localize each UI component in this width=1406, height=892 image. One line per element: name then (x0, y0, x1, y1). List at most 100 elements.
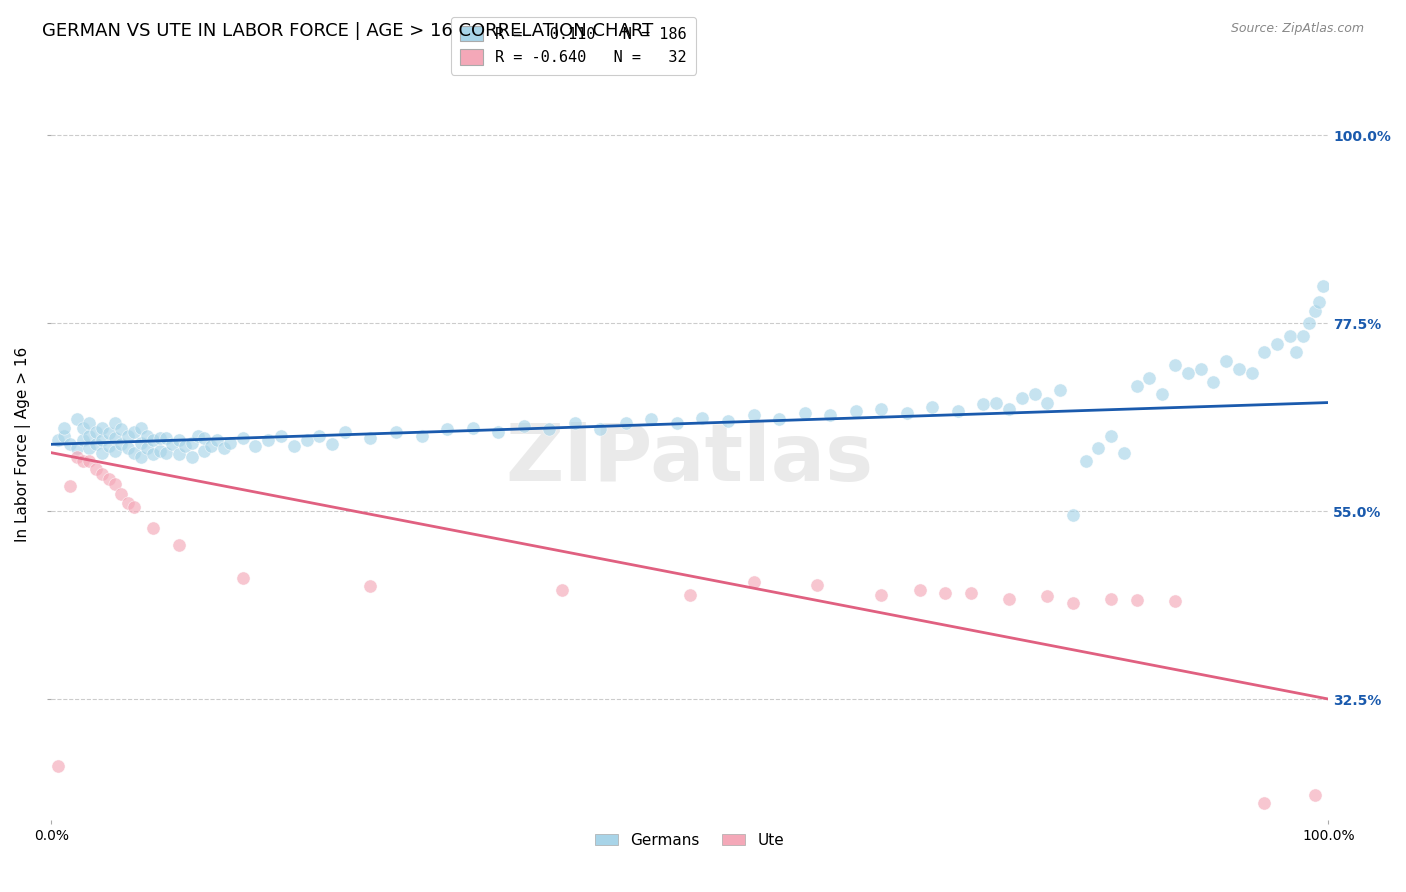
Point (104, 417, 127, 431)
Point (385, 425, 408, 439)
Point (908, 583, 931, 598)
Point (129, 435, 152, 450)
Point (665, 417, 688, 431)
Point (1240, 367, 1263, 381)
Text: ZIPatlas: ZIPatlas (506, 420, 873, 499)
Point (245, 439, 267, 453)
Point (717, 414, 740, 428)
Point (359, 431, 381, 445)
Point (768, 412, 790, 426)
Point (232, 431, 254, 445)
Point (135, 429, 157, 443)
Point (97, 426, 120, 441)
Point (79, 429, 101, 443)
Point (104, 477, 127, 491)
Point (91, 445, 114, 459)
Point (986, 395, 1008, 409)
Point (283, 439, 305, 453)
Point (180, 435, 202, 450)
Point (110, 437, 132, 451)
Point (1062, 596, 1084, 610)
Point (46, 759, 69, 773)
Point (1139, 370, 1161, 384)
Point (97, 472, 120, 486)
Point (1062, 508, 1084, 523)
Point (167, 433, 190, 447)
Point (205, 433, 228, 447)
Point (1011, 392, 1033, 406)
Point (1227, 362, 1250, 376)
Point (110, 422, 132, 436)
Point (692, 410, 714, 425)
Point (946, 404, 969, 418)
Point (104, 431, 127, 445)
Point (142, 521, 165, 535)
Point (122, 425, 145, 439)
Point (742, 575, 765, 590)
Point (1305, 303, 1327, 318)
Point (589, 422, 612, 436)
Point (66, 442, 89, 456)
Point (59, 479, 82, 493)
Point (845, 404, 868, 418)
Point (1125, 379, 1147, 393)
Point (818, 408, 841, 422)
Point (174, 439, 197, 453)
Point (614, 417, 637, 431)
Point (59, 437, 82, 451)
Text: GERMAN VS UTE IN LABOR FORCE | AGE > 16 CORRELATION CHART: GERMAN VS UTE IN LABOR FORCE | AGE > 16 … (42, 22, 654, 40)
Point (959, 586, 981, 600)
Point (1049, 383, 1071, 397)
Point (142, 433, 165, 447)
Point (122, 500, 145, 514)
Point (308, 429, 330, 443)
Point (793, 406, 815, 420)
Point (1312, 278, 1334, 293)
Point (1099, 591, 1122, 606)
Point (110, 487, 132, 501)
Point (84, 437, 107, 451)
Point (998, 402, 1021, 417)
Point (551, 583, 574, 598)
Point (52, 420, 75, 434)
Point (1099, 429, 1122, 443)
Point (486, 425, 509, 439)
Point (806, 577, 828, 591)
Point (149, 444, 172, 458)
Point (187, 429, 209, 443)
Point (167, 447, 190, 461)
Point (1164, 594, 1187, 608)
Point (200, 439, 222, 453)
Point (270, 429, 292, 443)
Text: Source: ZipAtlas.com: Source: ZipAtlas.com (1230, 22, 1364, 36)
Point (921, 400, 943, 414)
Point (1308, 295, 1330, 310)
Point (640, 412, 662, 426)
Point (1152, 387, 1174, 401)
Point (1177, 367, 1199, 381)
Legend: Germans, Ute: Germans, Ute (589, 827, 790, 854)
Point (193, 444, 215, 458)
Point (934, 586, 956, 600)
Point (870, 402, 893, 417)
Point (72, 454, 94, 468)
Point (91, 433, 114, 447)
Point (1036, 589, 1059, 603)
Point (972, 397, 994, 411)
Point (1285, 345, 1308, 359)
Point (167, 537, 190, 551)
Point (155, 432, 177, 446)
Point (359, 579, 381, 593)
Point (564, 417, 586, 431)
Point (1215, 353, 1237, 368)
Point (117, 442, 139, 456)
Point (1125, 593, 1147, 607)
Point (97, 439, 120, 453)
Point (52, 429, 75, 443)
Point (91, 420, 114, 434)
Point (79, 454, 101, 468)
Point (46, 433, 69, 447)
Point (84, 462, 107, 476)
Point (232, 571, 254, 585)
Point (1298, 316, 1320, 330)
